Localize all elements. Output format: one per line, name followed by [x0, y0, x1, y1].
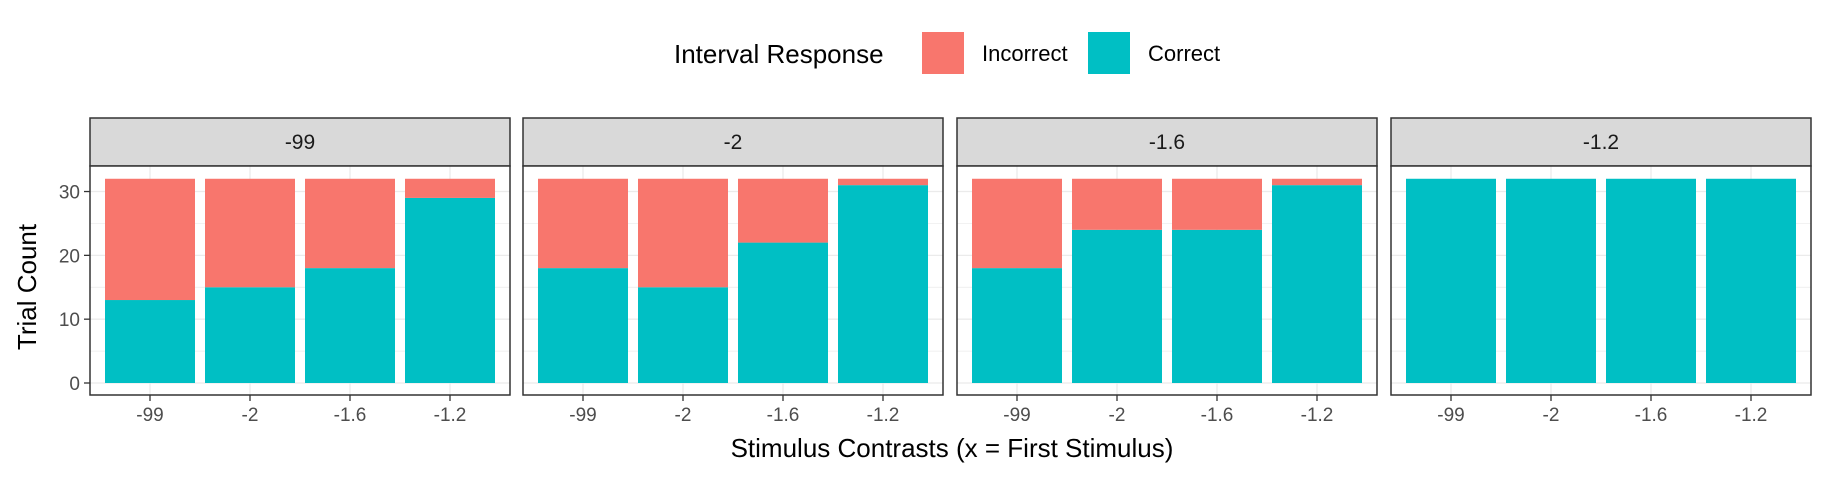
- panel: -1.6 -99 -2 -1.6 -1.2: [956, 117, 1378, 426]
- bar-incorrect: [538, 178, 628, 269]
- x-tick-label: -99: [136, 405, 163, 426]
- bar-correct: [972, 268, 1062, 383]
- x-tick-label: -2: [242, 405, 259, 426]
- panel-border: [89, 165, 511, 396]
- y-tick-label: 30: [59, 183, 80, 204]
- legend-swatch-incorrect: [922, 32, 964, 74]
- bar-incorrect: [105, 178, 195, 301]
- facet-strip: [956, 117, 1378, 167]
- x-tick-label: -1.2: [1735, 405, 1768, 426]
- x-tick-label: -1.2: [434, 405, 467, 426]
- bar-correct: [538, 268, 628, 383]
- bar-correct: [1506, 178, 1596, 383]
- x-axis-title: Stimulus Contrasts (x = First Stimulus): [731, 433, 1174, 463]
- bar-correct: [1706, 178, 1796, 383]
- x-tick-label: -2: [675, 405, 692, 426]
- x-tick-label: -2: [1543, 405, 1560, 426]
- bar-correct: [638, 287, 728, 383]
- bar-incorrect: [305, 178, 395, 269]
- panel-border: [522, 165, 944, 396]
- facet-strip: [1390, 117, 1812, 167]
- panel: -99 -99 -2 -1.6 -1.2 0 10 20 30: [59, 117, 511, 426]
- panel-border: [956, 165, 1378, 396]
- bar-correct: [305, 268, 395, 383]
- facet-strip: [89, 117, 511, 167]
- facet-strip-label: -1.6: [1149, 131, 1185, 154]
- y-tick-label: 20: [59, 246, 80, 267]
- bar-incorrect: [205, 178, 295, 288]
- x-tick-label: -2: [1109, 405, 1126, 426]
- bar-correct: [1072, 229, 1162, 383]
- bar-correct: [1606, 178, 1696, 383]
- bar-correct: [1172, 229, 1262, 383]
- bar-incorrect: [838, 178, 928, 186]
- bar-incorrect: [1272, 178, 1362, 186]
- legend-swatch-correct: [1088, 32, 1130, 74]
- x-tick-label: -99: [569, 405, 596, 426]
- bar-incorrect: [1172, 178, 1262, 230]
- bar-correct: [738, 242, 828, 383]
- bar-incorrect: [738, 178, 828, 243]
- facet-strip-label: -99: [285, 131, 315, 154]
- x-tick-label: -1.6: [1635, 405, 1668, 426]
- bar-correct: [405, 197, 495, 383]
- x-tick-label: -99: [1437, 405, 1464, 426]
- facet-strip: [522, 117, 944, 167]
- x-tick-label: -1.2: [867, 405, 900, 426]
- legend-label-incorrect: Incorrect: [982, 41, 1068, 66]
- y-axis-title: Trial Count: [12, 223, 42, 350]
- y-tick-label: 0: [69, 374, 80, 395]
- bar-correct: [1272, 185, 1362, 383]
- x-tick-label: -1.6: [334, 405, 367, 426]
- facet-strip-label: -1.2: [1583, 131, 1619, 154]
- bar-incorrect: [405, 178, 495, 198]
- y-tick-label: 10: [59, 310, 80, 331]
- panel: -2 -99 -2 -1.6 -1.2: [522, 117, 944, 426]
- bar-incorrect: [638, 178, 728, 288]
- bar-correct: [105, 300, 195, 383]
- bar-incorrect: [972, 178, 1062, 269]
- bar-correct: [1406, 178, 1496, 383]
- facet-strip-label: -2: [724, 131, 743, 154]
- legend-title: Interval Response: [674, 39, 884, 69]
- bar-incorrect: [1072, 178, 1162, 230]
- panel: -1.2 -99 -2 -1.6 -1.2: [1390, 117, 1812, 426]
- bar-correct: [205, 287, 295, 383]
- panel-border: [1390, 165, 1812, 396]
- bar-correct: [838, 185, 928, 383]
- x-tick-label: -1.2: [1301, 405, 1334, 426]
- legend: Interval Response Incorrect Correct: [674, 32, 1220, 74]
- x-tick-label: -99: [1003, 405, 1030, 426]
- legend-label-correct: Correct: [1148, 41, 1220, 66]
- x-tick-label: -1.6: [1201, 405, 1234, 426]
- x-tick-label: -1.6: [767, 405, 800, 426]
